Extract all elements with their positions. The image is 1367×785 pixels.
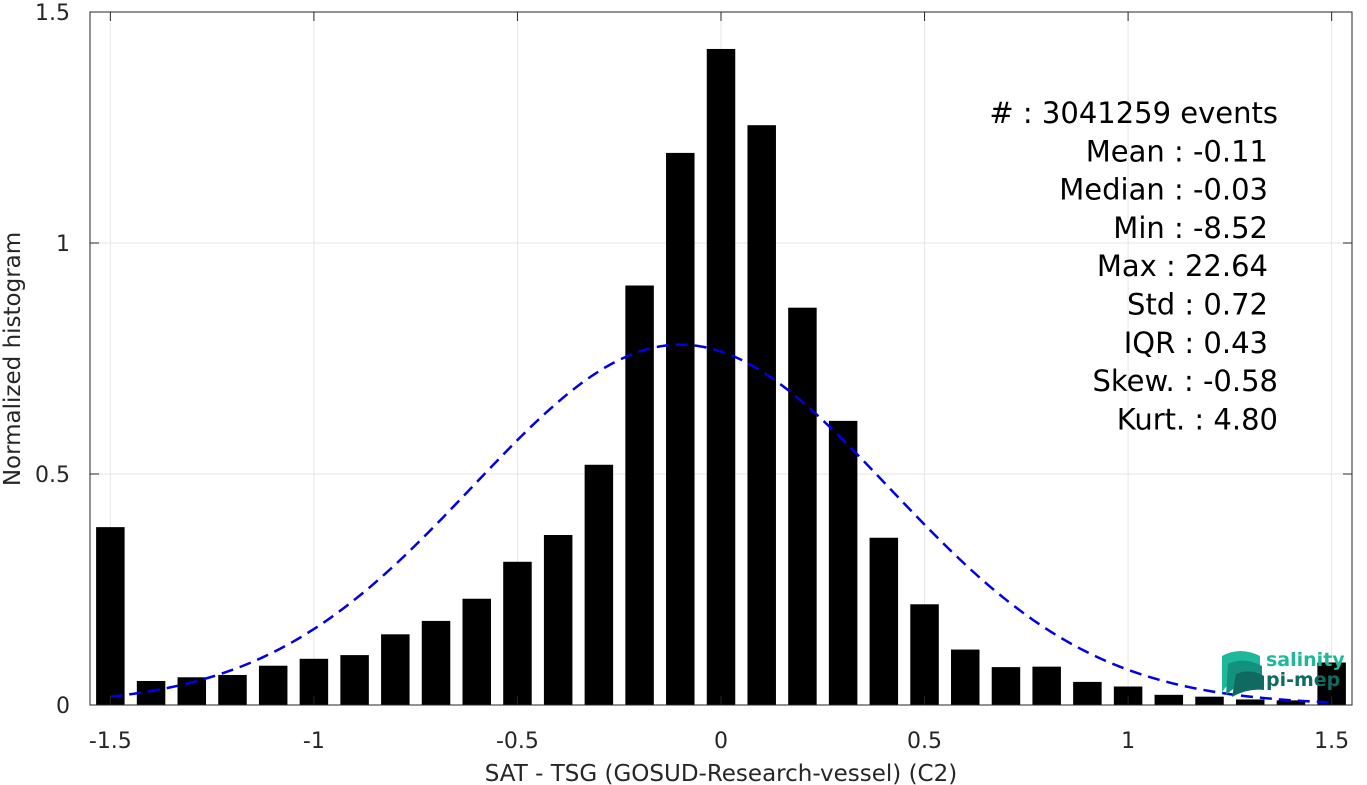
histogram-bar-27 — [1195, 696, 1224, 705]
y-tick-label-3: 1.5 — [35, 1, 70, 26]
histogram-bar-3 — [218, 674, 247, 705]
x-axis-label: SAT - TSG (GOSUD-Research-vessel) (C2) — [485, 761, 957, 785]
salinity-pi-mep-logo: salinity pi-mep — [1222, 649, 1345, 697]
histogram-bar-9 — [462, 598, 491, 705]
histogram-bar-28 — [1235, 699, 1265, 705]
histogram-bar-17 — [788, 307, 817, 705]
stat-line-2: Median : -0.03 — [1059, 173, 1268, 207]
x-tick-label-4: 0.5 — [907, 729, 942, 754]
histogram-bar-0 — [96, 527, 125, 705]
x-tick-label-3: 0 — [714, 729, 728, 754]
x-tick-labels: -1.5 -1 -0.5 0 0.5 1 1.5 — [89, 729, 1349, 754]
logo-mark-icon — [1222, 651, 1264, 697]
y-tick-label-0: 0 — [56, 694, 70, 719]
stat-line-1: Mean : -0.11 — [1086, 134, 1268, 168]
y-tick-label-2: 1 — [56, 232, 70, 257]
histogram-bar-8 — [421, 620, 451, 705]
histogram-bar-4 — [258, 665, 288, 705]
histogram-bar-22 — [991, 667, 1021, 705]
y-axis-label: Normalized histogram — [0, 232, 26, 486]
histogram-bar-26 — [1154, 694, 1184, 705]
x-tick-label-1: -1 — [303, 729, 325, 754]
stat-line-4: Max : 22.64 — [1097, 249, 1268, 283]
histogram-bar-15 — [706, 48, 736, 705]
stat-line-6: IQR : 0.43 — [1124, 326, 1268, 360]
histogram-bar-16 — [747, 125, 776, 705]
x-tick-label-0: -1.5 — [89, 729, 132, 754]
gaussian-fit-curve — [110, 343, 1332, 704]
stat-line-7: Skew. : -0.58 — [1092, 364, 1278, 398]
histogram-bar-23 — [1032, 666, 1061, 705]
axis-ticks — [90, 11, 1352, 706]
stat-line-8: Kurt. : 4.80 — [1117, 402, 1278, 436]
histogram-bar-18 — [828, 420, 858, 705]
stat-line-5: Std : 0.72 — [1127, 288, 1268, 322]
histogram-bar-11 — [543, 534, 573, 705]
x-tick-label-5: 1 — [1121, 729, 1135, 754]
x-tick-label-2: -0.5 — [496, 729, 539, 754]
histogram-bar-21 — [951, 649, 980, 705]
histogram-bar-29 — [1276, 700, 1306, 705]
histogram-bar-1 — [136, 680, 166, 705]
histogram-bar-20 — [910, 604, 939, 705]
histogram-bar-6 — [340, 655, 369, 705]
stat-line-3: Min : -8.52 — [1113, 211, 1268, 245]
histogram-bar-12 — [584, 464, 614, 705]
histogram-bar-7 — [381, 634, 410, 705]
stat-line-0: # : 3041259 events — [989, 96, 1278, 130]
histogram-bars — [96, 48, 1346, 705]
histogram-bar-25 — [1113, 686, 1143, 705]
logo-text-pi-mep: pi-mep — [1266, 669, 1340, 691]
histogram-bar-24 — [1073, 681, 1102, 705]
y-tick-label-1: 0.5 — [35, 463, 70, 488]
histogram-bar-10 — [503, 561, 532, 705]
histogram-bar-19 — [869, 537, 899, 705]
x-tick-label-6: 1.5 — [1314, 729, 1349, 754]
logo-text-salinity: salinity — [1266, 649, 1345, 671]
y-tick-labels: 0 0.5 1 1.5 — [35, 1, 70, 719]
histogram-bar-14 — [666, 152, 695, 705]
stats-box: # : 3041259 events Mean : -0.11 Median : -… — [989, 96, 1278, 436]
